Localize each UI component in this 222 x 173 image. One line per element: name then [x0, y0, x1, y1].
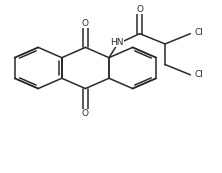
- Text: O: O: [136, 5, 143, 14]
- Text: O: O: [82, 19, 89, 28]
- Text: Cl: Cl: [194, 28, 203, 37]
- Text: O: O: [82, 110, 89, 119]
- Text: HN: HN: [110, 38, 123, 47]
- Text: Cl: Cl: [194, 70, 203, 79]
